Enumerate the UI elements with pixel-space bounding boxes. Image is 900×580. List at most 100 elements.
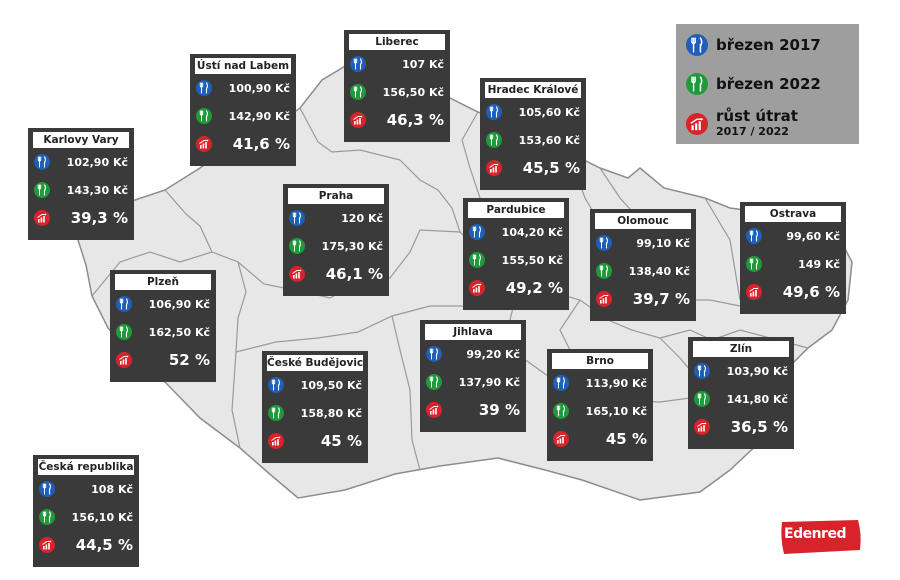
price-2022-row: 153,60 Kč: [486, 126, 580, 154]
legend-label-growth-period: 2017 / 2022: [716, 125, 789, 138]
price-2022: 153,60 Kč: [518, 133, 580, 147]
growth-percent: 41,6 %: [232, 135, 290, 153]
growth-row: 46,3 %: [350, 106, 444, 134]
cutlery-icon: [486, 132, 502, 148]
price-2017: 108 Kč: [91, 482, 133, 496]
cutlery-icon: [553, 403, 569, 419]
price-2022-row: 158,80 Kč: [268, 399, 362, 427]
price-2017: 102,90 Kč: [66, 155, 128, 169]
growth-percent: 45 %: [605, 430, 647, 448]
growth-chart-icon: [469, 280, 485, 296]
cutlery-icon: [268, 405, 284, 421]
price-2022-row: 137,90 Kč: [426, 368, 520, 396]
price-2022-row: 138,40 Kč: [596, 257, 690, 285]
cutlery-icon: [268, 377, 284, 393]
growth-percent: 39,7 %: [632, 290, 690, 308]
legend-label-2022: březen 2022: [716, 75, 821, 93]
price-2022-row: 175,30 Kč: [289, 232, 383, 260]
price-2022: 141,80 Kč: [726, 392, 788, 406]
growth-chart-icon: [694, 419, 710, 435]
cutlery-icon: [596, 263, 612, 279]
region-name: Praha: [288, 188, 384, 204]
region-card-brno: Brno 113,90 Kč 165,10 Kč 45 %: [547, 349, 653, 461]
region-card-pardubice: Pardubice 104,20 Kč 155,50 Kč 49,2 %: [463, 198, 569, 310]
cutlery-icon: [469, 252, 485, 268]
growth-row: 39,3 %: [34, 204, 128, 232]
growth-chart-icon: [596, 291, 612, 307]
region-card-jihlava: Jihlava 99,20 Kč 137,90 Kč 39 %: [420, 320, 526, 432]
cutlery-icon: [746, 228, 762, 244]
price-2017: 109,50 Kč: [300, 378, 362, 392]
region-name: České Budějovice: [267, 355, 363, 371]
region-card-hradec-kralove: Hradec Králové 105,60 Kč 153,60 Kč 45,5 %: [480, 78, 586, 190]
price-2022-row: 156,50 Kč: [350, 78, 444, 106]
growth-percent: 39,3 %: [70, 209, 128, 227]
legend-label-2017: březen 2017: [716, 36, 821, 54]
price-2017-row: 102,90 Kč: [34, 148, 128, 176]
cutlery-icon: [694, 363, 710, 379]
price-2022: 162,50 Kč: [148, 325, 210, 339]
price-2017: 99,10 Kč: [636, 236, 690, 250]
price-2017: 106,90 Kč: [148, 297, 210, 311]
region-card-liberec: Liberec 107 Kč 156,50 Kč 46,3 %: [344, 30, 450, 142]
growth-percent: 36,5 %: [730, 418, 788, 436]
price-2022: 175,30 Kč: [321, 239, 383, 253]
growth-chart-icon: [34, 210, 50, 226]
region-card-usti-nad-labem: Ústí nad Labem 100,90 Kč 142,90 Kč 41,6 %: [190, 54, 296, 166]
growth-chart-icon: [116, 352, 132, 368]
cutlery-icon: [196, 108, 212, 124]
price-2022-row: 141,80 Kč: [694, 385, 788, 413]
legend-label-growth: růst útrat: [716, 107, 798, 125]
price-2022-row: 149 Kč: [746, 250, 840, 278]
region-card-plzen: Plzeň 106,90 Kč 162,50 Kč 52 %: [110, 270, 216, 382]
price-2017: 120 Kč: [341, 211, 383, 225]
growth-percent: 44,5 %: [75, 536, 133, 554]
growth-percent: 46,1 %: [325, 265, 383, 283]
price-2022-row: 165,10 Kč: [553, 397, 647, 425]
region-card-ostrava: Ostrava 99,60 Kč 149 Kč 49,6 %: [740, 202, 846, 314]
price-2017: 99,20 Kč: [466, 347, 520, 361]
growth-chart-icon: [686, 113, 708, 135]
price-2017-row: 106,90 Kč: [116, 290, 210, 318]
edenred-logo-text: Edenred: [784, 526, 846, 542]
region-name: Olomouc: [595, 213, 691, 229]
cutlery-icon: [426, 346, 442, 362]
price-2022: 138,40 Kč: [628, 264, 690, 278]
growth-row: 36,5 %: [694, 413, 788, 441]
price-2017: 107 Kč: [402, 57, 444, 71]
cutlery-icon: [553, 375, 569, 391]
price-2017: 99,60 Kč: [786, 229, 840, 243]
price-2017-row: 108 Kč: [39, 475, 133, 503]
price-2017-row: 99,60 Kč: [746, 222, 840, 250]
price-2017-row: 99,20 Kč: [426, 340, 520, 368]
price-2022: 165,10 Kč: [585, 404, 647, 418]
growth-row: 39 %: [426, 396, 520, 424]
legend-item-growth: růst útrat 2017 / 2022: [686, 108, 798, 140]
cutlery-icon: [694, 391, 710, 407]
growth-row: 49,6 %: [746, 278, 840, 306]
region-name: Ústí nad Labem: [195, 58, 291, 74]
price-2017-row: 113,90 Kč: [553, 369, 647, 397]
cutlery-icon: [350, 84, 366, 100]
price-2022-row: 143,30 Kč: [34, 176, 128, 204]
cutlery-icon: [686, 34, 708, 56]
price-2017: 105,60 Kč: [518, 105, 580, 119]
growth-chart-icon: [289, 266, 305, 282]
price-2022-row: 142,90 Kč: [196, 102, 290, 130]
growth-percent: 39 %: [478, 401, 520, 419]
region-name: Česká republika: [38, 459, 134, 475]
growth-row: 46,1 %: [289, 260, 383, 288]
price-2022: 155,50 Kč: [501, 253, 563, 267]
cutlery-icon: [196, 80, 212, 96]
region-name: Plzeň: [115, 274, 211, 290]
growth-percent: 45,5 %: [522, 159, 580, 177]
growth-row: 41,6 %: [196, 130, 290, 158]
price-2017-row: 100,90 Kč: [196, 74, 290, 102]
growth-chart-icon: [553, 431, 569, 447]
legend: březen 2017 březen 2022 růst útrat 2017 …: [676, 24, 859, 144]
cutlery-icon: [289, 238, 305, 254]
price-2017: 100,90 Kč: [228, 81, 290, 95]
cutlery-icon: [746, 256, 762, 272]
cutlery-icon: [686, 73, 708, 95]
region-card-karlovy-vary: Karlovy Vary 102,90 Kč 143,30 Kč 39,3 %: [28, 128, 134, 240]
